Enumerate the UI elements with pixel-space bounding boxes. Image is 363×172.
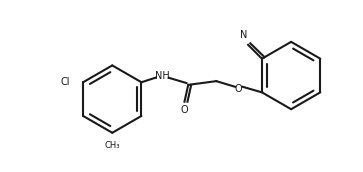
Text: O: O bbox=[235, 84, 242, 94]
Text: N: N bbox=[240, 30, 247, 40]
Text: O: O bbox=[181, 105, 188, 115]
Text: CH₃: CH₃ bbox=[105, 141, 120, 150]
Text: NH: NH bbox=[155, 71, 170, 80]
Text: Cl: Cl bbox=[61, 77, 70, 87]
